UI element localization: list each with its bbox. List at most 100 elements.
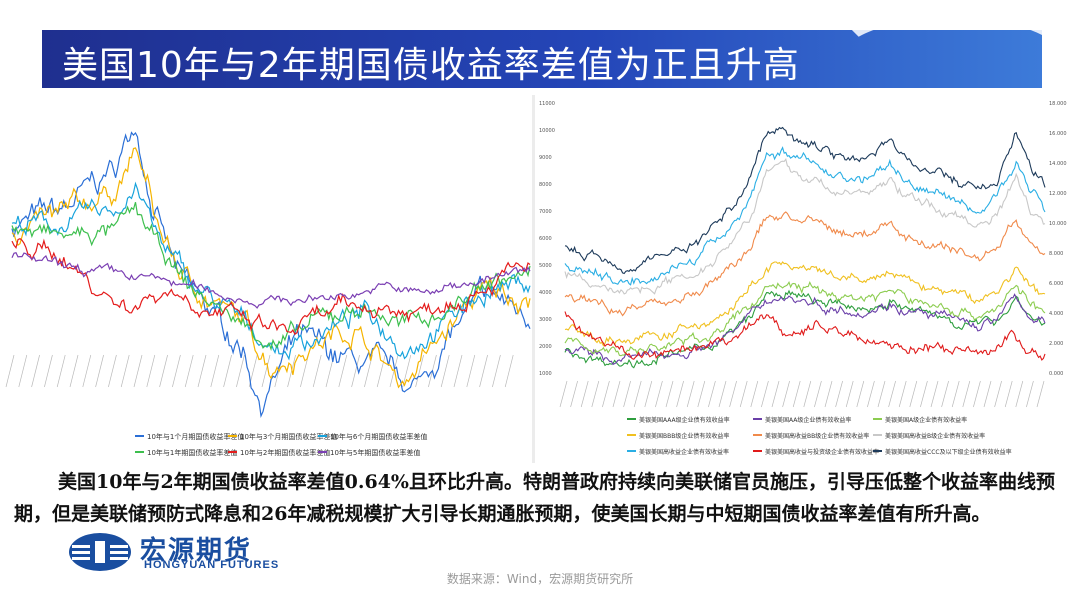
legend-label: 美银美国A级企业债有效收益率 <box>885 416 967 424</box>
page-title: 美国10年与2年期国债收益率差值为正且升高 <box>62 45 800 86</box>
x-tick-mark <box>351 354 360 388</box>
x-tick-mark <box>602 380 610 408</box>
legend-item: 美银美国高收益与投资级企业债有效收益率 <box>753 448 879 456</box>
x-tick-mark <box>559 380 568 408</box>
x-tick-mark <box>159 354 168 388</box>
series-lines <box>564 126 1046 369</box>
legend-item: 10年与3个月期国债收益率差值 <box>228 432 337 441</box>
x-tick-mark <box>133 354 143 388</box>
legend-item: 美银美国高收益B级企业债有效收益率 <box>873 432 985 440</box>
panel-divider <box>532 95 535 463</box>
y-axis-left: 11000 10000 9000 8000 7000 6000 5000 4000 3000 20… <box>539 101 555 377</box>
legend-label: 美银美国高收益BB级企业债有效收益率 <box>765 432 869 440</box>
legend-label: 美银美国AA级企业债有效收益率 <box>765 416 851 424</box>
x-tick-mark <box>888 380 896 408</box>
legend-item: 美银美国AAA级企业债有效收益率 <box>627 416 730 424</box>
x-tick-mark <box>708 380 716 408</box>
y-tick-label-right: 12.000 <box>1049 191 1067 197</box>
x-tick-mark <box>771 380 780 408</box>
x-tick-mark <box>941 380 949 408</box>
series-lines <box>11 131 531 419</box>
x-tick-mark <box>983 380 992 408</box>
legend-label: 10年与3个月期国债收益率差值 <box>240 432 337 441</box>
x-tick-mark <box>415 354 424 388</box>
x-tick-mark <box>697 380 706 408</box>
legend-label: 美银美国BBB级企业债有效收益率 <box>639 432 729 440</box>
x-tick-mark <box>686 380 695 408</box>
x-tick-mark <box>814 380 822 408</box>
x-tick-mark <box>210 354 220 388</box>
y-tick-label-left: 7000 <box>539 209 552 215</box>
x-tick-mark <box>31 354 40 388</box>
series-line-7 <box>564 146 1046 286</box>
x-tick-mark <box>739 380 748 408</box>
legend-label: 10年与1个月期国债收益率差值 <box>147 432 244 441</box>
x-tick-mark <box>146 354 156 388</box>
x-tick-mark <box>580 380 589 408</box>
data-source-note: 数据来源：Wind，宏源期货研究所 <box>446 572 634 586</box>
x-tick-mark <box>612 380 621 408</box>
y-tick-label-left: 6000 <box>539 236 552 242</box>
x-tick-mark <box>856 380 865 408</box>
y-tick-label-right: 16.000 <box>1049 131 1067 137</box>
x-axis-date-ticks <box>5 354 514 388</box>
y-tick-label-left: 11000 <box>539 101 555 107</box>
x-tick-mark <box>1004 380 1013 408</box>
series-line-6 <box>564 158 1046 295</box>
legend-label: 美银美国AAA级企业债有效收益率 <box>639 416 730 424</box>
x-tick-mark <box>300 354 309 388</box>
legend-label: 美银美国高收益企业债有效收益率 <box>639 448 729 456</box>
logo-mark-icon <box>69 533 131 571</box>
x-tick-mark <box>453 354 463 388</box>
x-tick-mark <box>803 380 812 408</box>
right-chart-panel: 11000 10000 9000 8000 7000 6000 5000 4000 3000 20… <box>535 95 1080 463</box>
series-line-3 <box>564 281 1046 357</box>
x-tick-mark <box>389 354 399 388</box>
y-axis-right: 18.000 16.000 14.000 12.000 10.000 8.000 6.000… <box>1049 101 1067 377</box>
x-tick-mark <box>479 354 488 388</box>
legend-item: 美银美国高收益企业债有效收益率 <box>627 448 729 456</box>
x-tick-mark <box>1026 380 1034 408</box>
y-tick-label-right: 8.000 <box>1049 251 1063 257</box>
x-tick-mark <box>1015 380 1024 408</box>
legend-item: 美银美国A级企业债有效收益率 <box>873 416 967 424</box>
company-logo: 宏源期货 HONGYUAN FUTURES <box>68 532 308 574</box>
x-tick-mark <box>824 380 833 408</box>
x-tick-mark <box>95 354 104 388</box>
series-line-5 <box>564 211 1046 317</box>
x-tick-mark <box>994 380 1002 408</box>
legend-label: 10年与5年期国债收益率差值 <box>330 448 420 457</box>
x-tick-mark <box>633 380 642 408</box>
x-tick-mark <box>867 380 875 408</box>
x-tick-mark <box>56 354 66 388</box>
x-tick-mark <box>184 354 194 388</box>
series-line-3 <box>11 181 531 361</box>
x-tick-mark <box>845 380 854 408</box>
legend-label: 美银美国高收益B级企业债有效收益率 <box>885 432 985 440</box>
legend-item: 10年与1个月期国债收益率差值 <box>135 432 244 441</box>
legend-label: 10年与2年期国债收益率差值 <box>240 448 330 457</box>
x-axis-date-ticks <box>559 380 1045 408</box>
legend-label: 美银美国高收益CCC及以下级企业债有效收益率 <box>885 448 1012 456</box>
x-tick-mark <box>492 354 501 388</box>
banner-swoosh-decoration <box>822 30 1042 88</box>
x-tick-mark <box>623 380 631 408</box>
x-tick-mark <box>718 380 727 408</box>
legend-item: 10年与2年期国债收益率差值 <box>228 448 330 457</box>
x-tick-mark <box>44 354 53 388</box>
title-banner: 美国10年与2年期国债收益率差值为正且升高 <box>42 30 1042 88</box>
x-tick-mark <box>792 380 801 408</box>
x-tick-mark <box>962 380 971 408</box>
x-tick-mark <box>570 380 578 408</box>
left-chart-panel: 10年与1个月期国债收益率差值 10年与3个月期国债收益率差值 10年与6个月期国债… <box>0 95 532 463</box>
series-line-4 <box>11 202 531 352</box>
x-tick-mark <box>835 380 843 408</box>
x-tick-mark <box>729 380 737 408</box>
x-tick-mark <box>338 354 348 388</box>
y-tick-label-right: 2.000 <box>1049 341 1063 347</box>
y-tick-label-left: 1000 <box>539 371 552 377</box>
x-tick-mark <box>82 354 92 388</box>
x-tick-mark <box>312 354 322 388</box>
x-tick-mark <box>644 380 653 408</box>
legend-label: 10年与1年期国债收益率差值 <box>147 448 237 457</box>
